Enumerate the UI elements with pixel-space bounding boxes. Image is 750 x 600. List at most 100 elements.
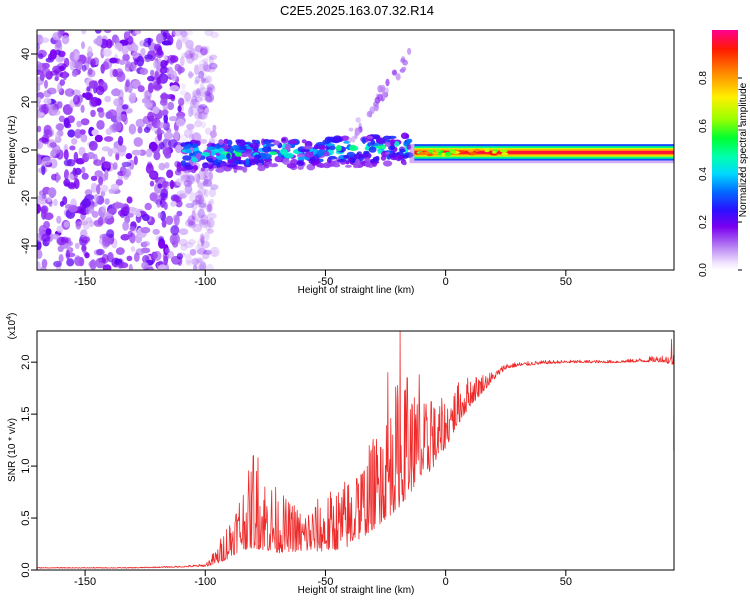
spectrogram-cell (178, 228, 189, 236)
colorbar-tick-label: 0.6 (698, 119, 709, 133)
spectrogram-cell (59, 79, 65, 86)
spectrogram-cell (107, 252, 114, 263)
spectrogram-cell (95, 85, 105, 96)
spectrogram-cell (197, 208, 205, 219)
spectrogram-noise-blobs (37, 30, 220, 270)
spectrogram-cell (209, 130, 217, 138)
spectrogram-cell (144, 202, 152, 211)
spectrogram-cell (167, 34, 173, 42)
spectrogram-cell (116, 144, 127, 153)
spectrogram-cell (91, 129, 99, 136)
spectrogram-cell (175, 118, 185, 127)
svg-text:(x104): (x104) (6, 313, 18, 340)
spectrogram-cell (199, 233, 205, 243)
spectrogram-cell (67, 129, 76, 138)
spectrogram-cell (56, 236, 67, 246)
spectrogram-cell (193, 173, 201, 183)
x-tick-label: -150 (74, 276, 96, 288)
spectrogram-cell (158, 236, 164, 242)
spectrogram-cell (179, 171, 190, 179)
spectrogram-cell (178, 30, 186, 35)
spectrogram-cell (184, 50, 193, 59)
spectrogram-cell (202, 251, 210, 260)
spectrogram-cell (94, 30, 102, 34)
spectrogram-cell (128, 93, 136, 104)
spectrogram-cell (185, 188, 195, 195)
spectrogram-cell (273, 140, 280, 146)
spectrogram-cell (45, 228, 52, 236)
spectrogram-cell (129, 159, 135, 170)
spectrogram-cell (63, 57, 70, 68)
spectrogram-cell (185, 39, 194, 49)
spectrogram-cell (200, 214, 209, 225)
spectrogram-cell (51, 173, 58, 181)
spectrogram-cell (193, 91, 198, 97)
spectrogram-cell (313, 144, 319, 150)
spectrogram-cell (133, 155, 138, 166)
spectrogram-cell (185, 219, 194, 227)
spectrogram-cell (200, 138, 208, 144)
spectrogram-cell (189, 98, 200, 109)
spectrogram-cell (194, 64, 199, 76)
spectrogram-cell (104, 30, 112, 34)
colorbar: 0.0 0.2 0.4 0.6 0.8 Normalized spectral ampl… (698, 30, 749, 277)
spectrogram-cell (188, 106, 194, 118)
spectrogram-cell (194, 243, 203, 255)
spectrogram-cell (319, 145, 326, 151)
spectrogram-cell (117, 135, 124, 146)
spectrogram-cell (93, 194, 99, 203)
spectrogram-cell (182, 36, 190, 44)
spectrogram-cell (127, 230, 133, 238)
spectrogram-cell (163, 255, 169, 266)
spectrogram-cell (200, 77, 206, 84)
spectrogram-cell (363, 150, 370, 155)
spectrogram-cell (161, 219, 167, 228)
spectrogram-cell (196, 181, 205, 188)
spectrogram-cell (143, 126, 151, 133)
spectrogram-cell (206, 89, 211, 99)
spectrogram-cell (296, 153, 305, 158)
spectrogram-cell (55, 174, 61, 181)
spectrogram-cell (115, 152, 120, 161)
colorbar-label: Normalized spectral amplitude (738, 82, 749, 217)
spectrogram-cell (162, 180, 168, 189)
spectrogram-cell (190, 52, 199, 61)
spectrogram-cell (281, 138, 286, 142)
spectrogram-cell (54, 75, 59, 82)
spectrogram-cell (184, 128, 193, 138)
spectrogram-cell (304, 151, 314, 158)
spectrogram-cell (176, 167, 187, 172)
spectrogram-cell (177, 105, 182, 113)
snr-multiplier: (x104) (6, 313, 18, 340)
spectrogram-cell (191, 89, 202, 99)
spectrogram-cell (204, 45, 210, 54)
spectrogram-cell (106, 38, 113, 49)
spectrogram-cell (167, 101, 175, 111)
spectrogram-cell (88, 80, 98, 89)
spectrogram-cell (177, 252, 186, 258)
spectrogram-image (37, 30, 674, 270)
spectrogram-cell (128, 123, 137, 135)
snr-y-axis: 0.0 0.5 1.0 1.5 2.0 (20, 355, 37, 578)
spectrogram-cell (365, 160, 371, 167)
spectrogram-cell (198, 197, 203, 205)
spectrogram-cell (183, 176, 190, 186)
colorbar-tick-label: 0.2 (698, 215, 709, 229)
spectrogram-cell (161, 40, 172, 46)
spectrogram-cell (236, 149, 246, 153)
x-tick-label: -50 (317, 276, 333, 288)
spectrogram-cell (63, 149, 69, 160)
y-tick-label: 1.0 (20, 458, 32, 473)
spectrogram-cell (203, 78, 209, 84)
spectrogram-cell (113, 88, 120, 94)
spectrogram-cell (88, 260, 96, 268)
spectrogram-cell (90, 109, 96, 118)
spectrogram-cell (176, 190, 187, 199)
spectrogram-cell (145, 163, 154, 174)
spectrogram-cell (160, 188, 169, 198)
spectrogram-cell (114, 42, 123, 50)
spectrogram-cell (282, 158, 290, 165)
spectrogram-cell (100, 184, 109, 193)
spectrogram-cell (209, 31, 220, 39)
spectrogram-cell (262, 146, 272, 153)
